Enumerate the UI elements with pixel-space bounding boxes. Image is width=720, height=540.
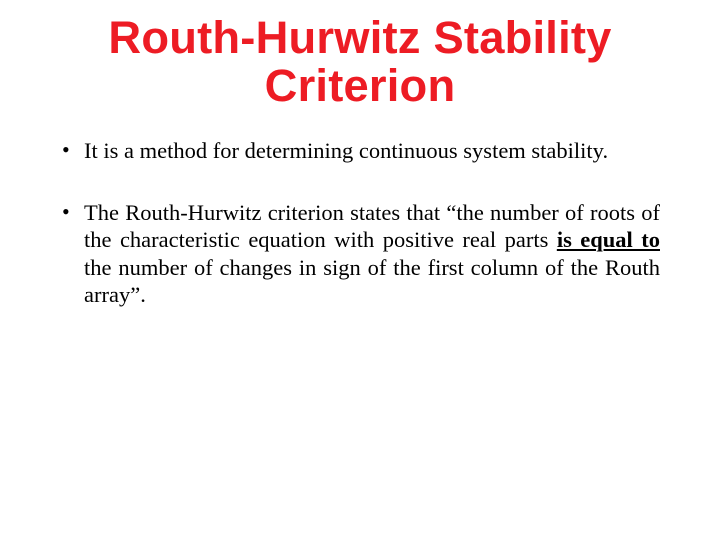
slide-title: Routh-Hurwitz Stability Criterion	[60, 14, 660, 109]
body-text: It is a method for determining continuou…	[84, 138, 608, 163]
bullet-list: It is a method for determining continuou…	[60, 137, 660, 308]
body-text: the number of changes in sign of the fir…	[84, 255, 660, 307]
slide: Routh-Hurwitz Stability Criterion It is …	[0, 0, 720, 540]
bullet-item-2: The Routh-Hurwitz criterion states that …	[60, 199, 660, 309]
bullet-item-1: It is a method for determining continuou…	[60, 137, 660, 164]
emphasis-text: is equal to	[557, 227, 660, 252]
